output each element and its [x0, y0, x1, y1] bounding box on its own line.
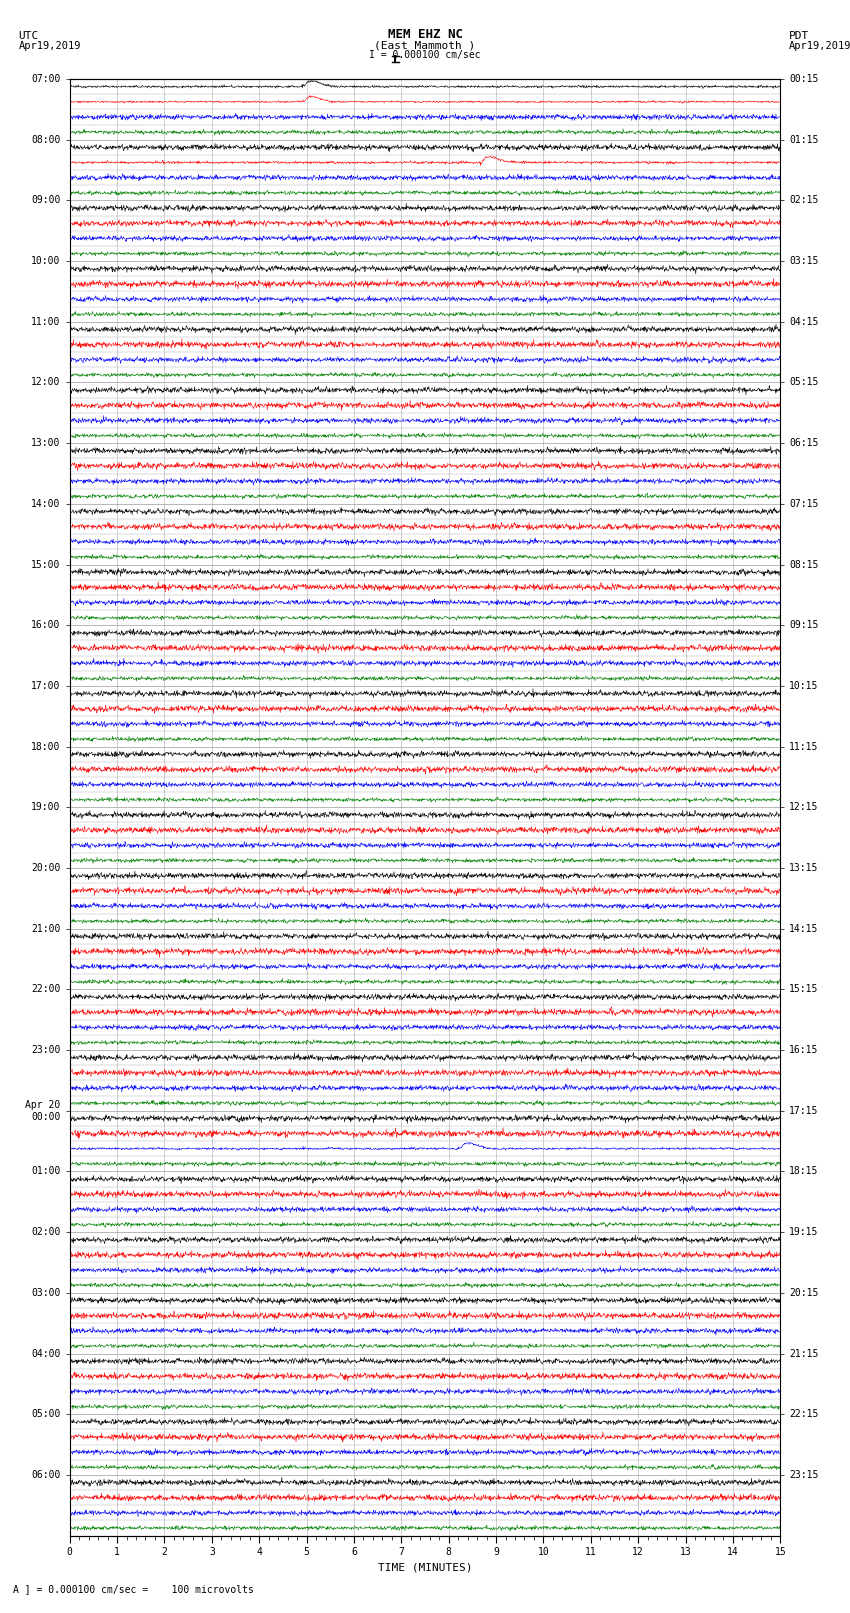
Text: MEM EHZ NC: MEM EHZ NC	[388, 27, 462, 40]
Text: UTC: UTC	[19, 31, 39, 40]
Text: I = 0.000100 cm/sec: I = 0.000100 cm/sec	[369, 50, 481, 60]
X-axis label: TIME (MINUTES): TIME (MINUTES)	[377, 1563, 473, 1573]
Text: (East Mammoth ): (East Mammoth )	[374, 40, 476, 50]
Text: A ] = 0.000100 cm/sec =    100 microvolts: A ] = 0.000100 cm/sec = 100 microvolts	[13, 1584, 253, 1594]
Text: Apr19,2019: Apr19,2019	[789, 40, 850, 50]
Text: PDT: PDT	[789, 31, 809, 40]
Text: Apr19,2019: Apr19,2019	[19, 40, 82, 50]
